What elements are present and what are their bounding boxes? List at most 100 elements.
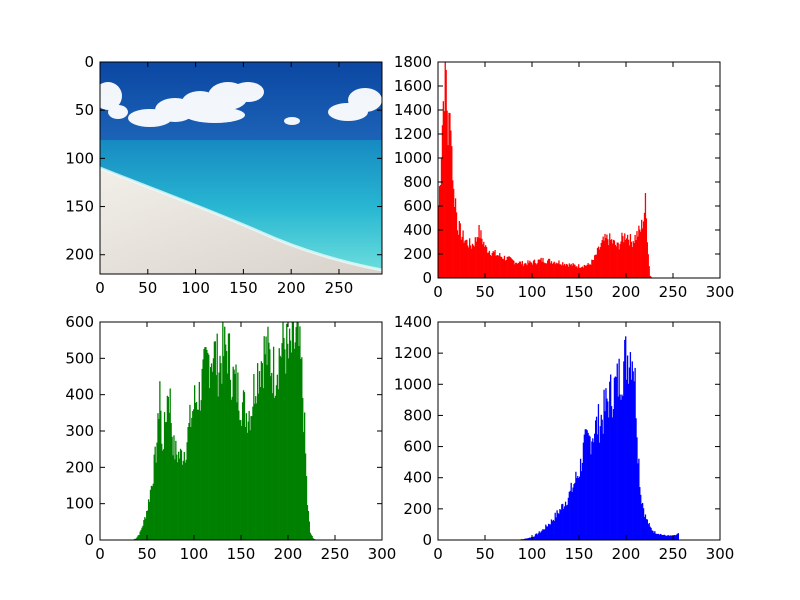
red-bin [609, 233, 611, 278]
green-bin [183, 452, 185, 540]
green-bin [284, 349, 286, 540]
red-bin [588, 264, 590, 278]
red-bin [627, 239, 630, 278]
blue-bin [594, 420, 597, 540]
green-bin [253, 373, 255, 540]
red-bin [446, 110, 448, 278]
x-tick-label: 300 [368, 545, 397, 563]
blue-bin [657, 533, 659, 540]
red-bin [466, 239, 468, 278]
green-bin [147, 510, 149, 540]
blue-bin [640, 494, 642, 540]
blue-bin [641, 502, 644, 540]
red-bin [603, 240, 605, 278]
green-bin [310, 534, 312, 540]
y-tick-label: 1000 [394, 375, 432, 393]
blue-bin [549, 524, 552, 540]
red-bin [521, 260, 523, 278]
blue-bin [676, 533, 679, 540]
red-bin [492, 251, 494, 278]
red-bin [624, 233, 626, 278]
green-bin [175, 440, 177, 540]
blue-bin [610, 406, 613, 540]
red-bin [468, 247, 470, 278]
y-tick-label: 400 [65, 386, 94, 404]
green-bin [249, 430, 251, 540]
green-bin [258, 371, 261, 540]
red-bin [527, 260, 529, 278]
green-bin [208, 354, 210, 540]
red-bin [584, 265, 586, 278]
blue-bin [546, 526, 548, 540]
red-bin [593, 260, 595, 278]
green-bin [239, 420, 241, 540]
blue-bin [618, 358, 620, 540]
red-bin [579, 267, 581, 278]
red-bin [581, 266, 584, 278]
green-bin [281, 343, 283, 540]
red-bin [613, 240, 616, 278]
green-bin [268, 342, 270, 540]
blue-bin [655, 533, 657, 540]
red-bin [532, 260, 535, 278]
red-bin [616, 242, 618, 278]
green-bin [303, 432, 305, 540]
blue-bin [543, 529, 545, 540]
blue-bin [567, 497, 570, 540]
blue-bin [598, 442, 601, 540]
blue-bin [526, 538, 528, 540]
blue-bin [540, 531, 542, 540]
green-bin [192, 411, 194, 540]
blue-bin [666, 536, 668, 540]
green-bin [186, 442, 188, 540]
green-bin [198, 381, 200, 540]
x-tick-label: 300 [706, 283, 735, 301]
blue-bin [537, 533, 539, 540]
red-bin [489, 254, 491, 278]
blue-bin [651, 530, 653, 540]
blue-bin [556, 510, 558, 540]
green-bin [209, 367, 212, 540]
x-tick-label: 150 [227, 545, 256, 563]
red-bin [497, 255, 499, 278]
red-bin [630, 241, 632, 278]
red-bin [517, 263, 520, 278]
red-bin [535, 264, 538, 278]
red-bin [546, 263, 548, 278]
green-bin [162, 450, 164, 540]
red-bin [469, 245, 472, 278]
red-bin [558, 260, 560, 278]
x-tick-label: 50 [138, 279, 157, 297]
red-bin [575, 266, 577, 278]
blue-bin [593, 442, 595, 540]
blue-bin [600, 414, 602, 540]
red-bin [448, 112, 450, 278]
blue-bin [662, 535, 664, 540]
green-histogram-panel: 0 50 100 150 200 250 300 0 100 200 300 400 500 600 [65, 313, 396, 563]
green-bin [171, 436, 173, 540]
beach-image [100, 62, 382, 274]
red-bin [610, 239, 613, 278]
red-bin [628, 245, 631, 278]
green-bin [180, 450, 183, 540]
blue-bin [644, 514, 647, 540]
red-bin [469, 238, 471, 278]
green-bin [204, 347, 206, 540]
y-tick-label: 1200 [394, 125, 432, 143]
green-bin [205, 347, 207, 540]
green-bin [235, 364, 237, 540]
blue-bin [586, 430, 588, 540]
y-tick-label: 1400 [394, 313, 432, 331]
blue-bin [632, 371, 634, 540]
y-tick-label: 1600 [394, 77, 432, 95]
blue-bin [657, 533, 660, 540]
x-tick-label: 50 [137, 545, 156, 563]
green-bin [302, 397, 304, 540]
green-bin [174, 459, 176, 540]
green-bin [148, 501, 151, 540]
red-bin [481, 238, 483, 278]
red-bin [638, 225, 640, 278]
red-bin [503, 255, 506, 278]
blue-bin [630, 379, 632, 540]
green-bin [179, 448, 182, 540]
